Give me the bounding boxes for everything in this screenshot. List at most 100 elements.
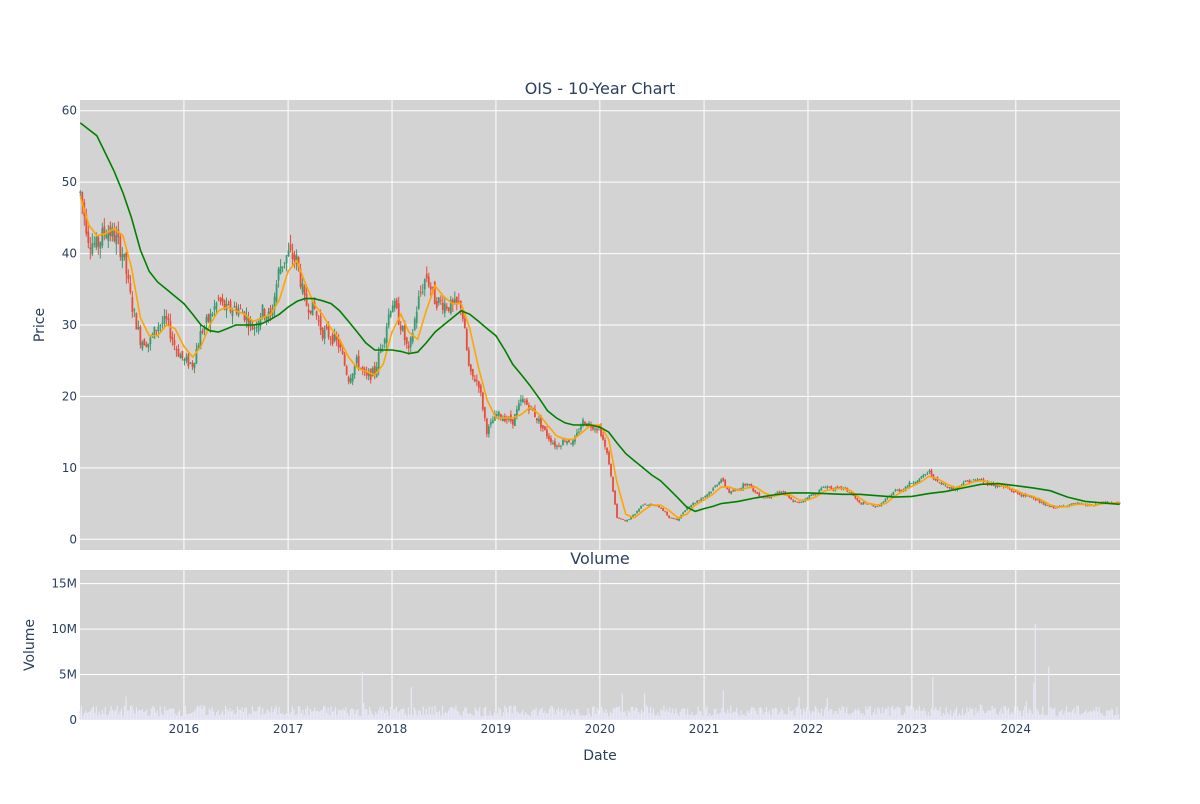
candle-body bbox=[972, 479, 975, 481]
volume-y-axis-title: Volume bbox=[22, 619, 38, 671]
volume-bar bbox=[731, 713, 733, 720]
volume-bar bbox=[612, 708, 614, 720]
volume-bar bbox=[1002, 713, 1004, 720]
candle-body bbox=[572, 440, 574, 445]
candle-body bbox=[1106, 501, 1109, 503]
volume-bar bbox=[691, 712, 693, 720]
volume-bar bbox=[1024, 706, 1026, 720]
candle-body bbox=[1046, 505, 1049, 506]
volume-bar bbox=[272, 712, 274, 720]
candle-body bbox=[944, 485, 947, 487]
candle-body bbox=[85, 214, 88, 234]
volume-bar bbox=[568, 710, 570, 720]
candle-body bbox=[439, 299, 442, 301]
candle-body bbox=[878, 505, 881, 507]
volume-bar bbox=[932, 677, 934, 720]
volume-bar bbox=[826, 697, 828, 720]
volume-bar bbox=[1062, 714, 1065, 720]
candle-body bbox=[347, 377, 350, 382]
candle-body bbox=[554, 441, 556, 447]
volume-bar bbox=[553, 709, 555, 720]
volume-bar bbox=[125, 696, 127, 720]
candle-body bbox=[1032, 497, 1035, 499]
volume-bar bbox=[94, 712, 96, 720]
candle-body bbox=[1072, 503, 1075, 504]
candle-body bbox=[620, 518, 622, 520]
candle-body bbox=[457, 300, 460, 302]
volume-bar bbox=[972, 708, 974, 720]
volume-bar bbox=[990, 710, 992, 720]
volume-bar bbox=[501, 716, 503, 720]
candle-body bbox=[1040, 502, 1043, 504]
candle-body bbox=[630, 516, 632, 520]
candle-body bbox=[209, 313, 212, 325]
volume-bar bbox=[755, 711, 757, 720]
volume-bar bbox=[557, 707, 559, 720]
candle-body bbox=[251, 325, 254, 330]
volume-bar bbox=[687, 708, 689, 720]
volume-bar bbox=[456, 710, 458, 720]
volume-bar bbox=[413, 707, 415, 720]
candle-body bbox=[746, 484, 749, 486]
volume-bar bbox=[606, 712, 609, 720]
candle-body bbox=[111, 227, 114, 237]
volume-bar bbox=[898, 707, 900, 720]
candle-body bbox=[165, 315, 168, 319]
volume-bar bbox=[214, 715, 216, 720]
candle-body bbox=[433, 281, 436, 305]
volume-bar bbox=[403, 708, 405, 720]
volume-bar bbox=[777, 714, 779, 720]
candle-body bbox=[724, 480, 727, 487]
volume-bar bbox=[1061, 709, 1063, 720]
volume-bar bbox=[123, 705, 126, 720]
volume-bar bbox=[632, 706, 634, 720]
volume-bar bbox=[771, 708, 773, 720]
candle-body bbox=[976, 479, 979, 481]
volume-bar bbox=[874, 708, 876, 720]
candle-body bbox=[149, 337, 152, 345]
volume-bar bbox=[260, 714, 262, 720]
candle-body bbox=[193, 363, 196, 369]
candle-body bbox=[207, 314, 210, 322]
candle-body bbox=[441, 302, 444, 310]
volume-bar bbox=[1091, 712, 1093, 720]
volume-bar bbox=[349, 709, 351, 720]
volume-bar bbox=[345, 706, 347, 720]
volume-bar bbox=[82, 715, 84, 720]
volume-bar bbox=[1058, 711, 1060, 720]
volume-bar bbox=[963, 715, 965, 720]
volume-bar bbox=[367, 714, 369, 720]
volume-bar bbox=[121, 708, 123, 720]
volume-bar bbox=[544, 710, 546, 720]
volume-bar bbox=[309, 708, 311, 720]
volume-bar bbox=[103, 713, 105, 720]
volume-bar bbox=[1046, 714, 1048, 720]
volume-bar bbox=[279, 713, 282, 720]
candle-body bbox=[131, 297, 134, 312]
candle-body bbox=[121, 254, 124, 261]
candle-body bbox=[818, 489, 821, 494]
volume-bar bbox=[126, 710, 129, 720]
candle-body bbox=[317, 320, 320, 322]
volume-bar bbox=[504, 705, 506, 720]
volume-bar bbox=[189, 713, 191, 720]
volume-bar bbox=[468, 713, 470, 720]
candle-body bbox=[361, 366, 364, 371]
volume-bar bbox=[480, 715, 482, 720]
volume-bar bbox=[554, 714, 557, 720]
candle-body bbox=[1118, 502, 1121, 504]
price-y-tick-label: 40 bbox=[62, 247, 77, 261]
volume-bar bbox=[981, 705, 983, 720]
candle-body bbox=[97, 236, 100, 247]
volume-bar bbox=[342, 708, 344, 720]
candle-body bbox=[632, 514, 634, 517]
candle-body bbox=[187, 354, 190, 367]
volume-bar bbox=[1030, 710, 1032, 720]
volume-bar bbox=[505, 707, 507, 720]
candle-body bbox=[435, 301, 438, 308]
volume-bar bbox=[1088, 711, 1090, 720]
volume-bar bbox=[1109, 711, 1111, 720]
candle-body bbox=[662, 508, 664, 511]
volume-bar bbox=[324, 706, 326, 720]
volume-bar bbox=[563, 715, 565, 720]
